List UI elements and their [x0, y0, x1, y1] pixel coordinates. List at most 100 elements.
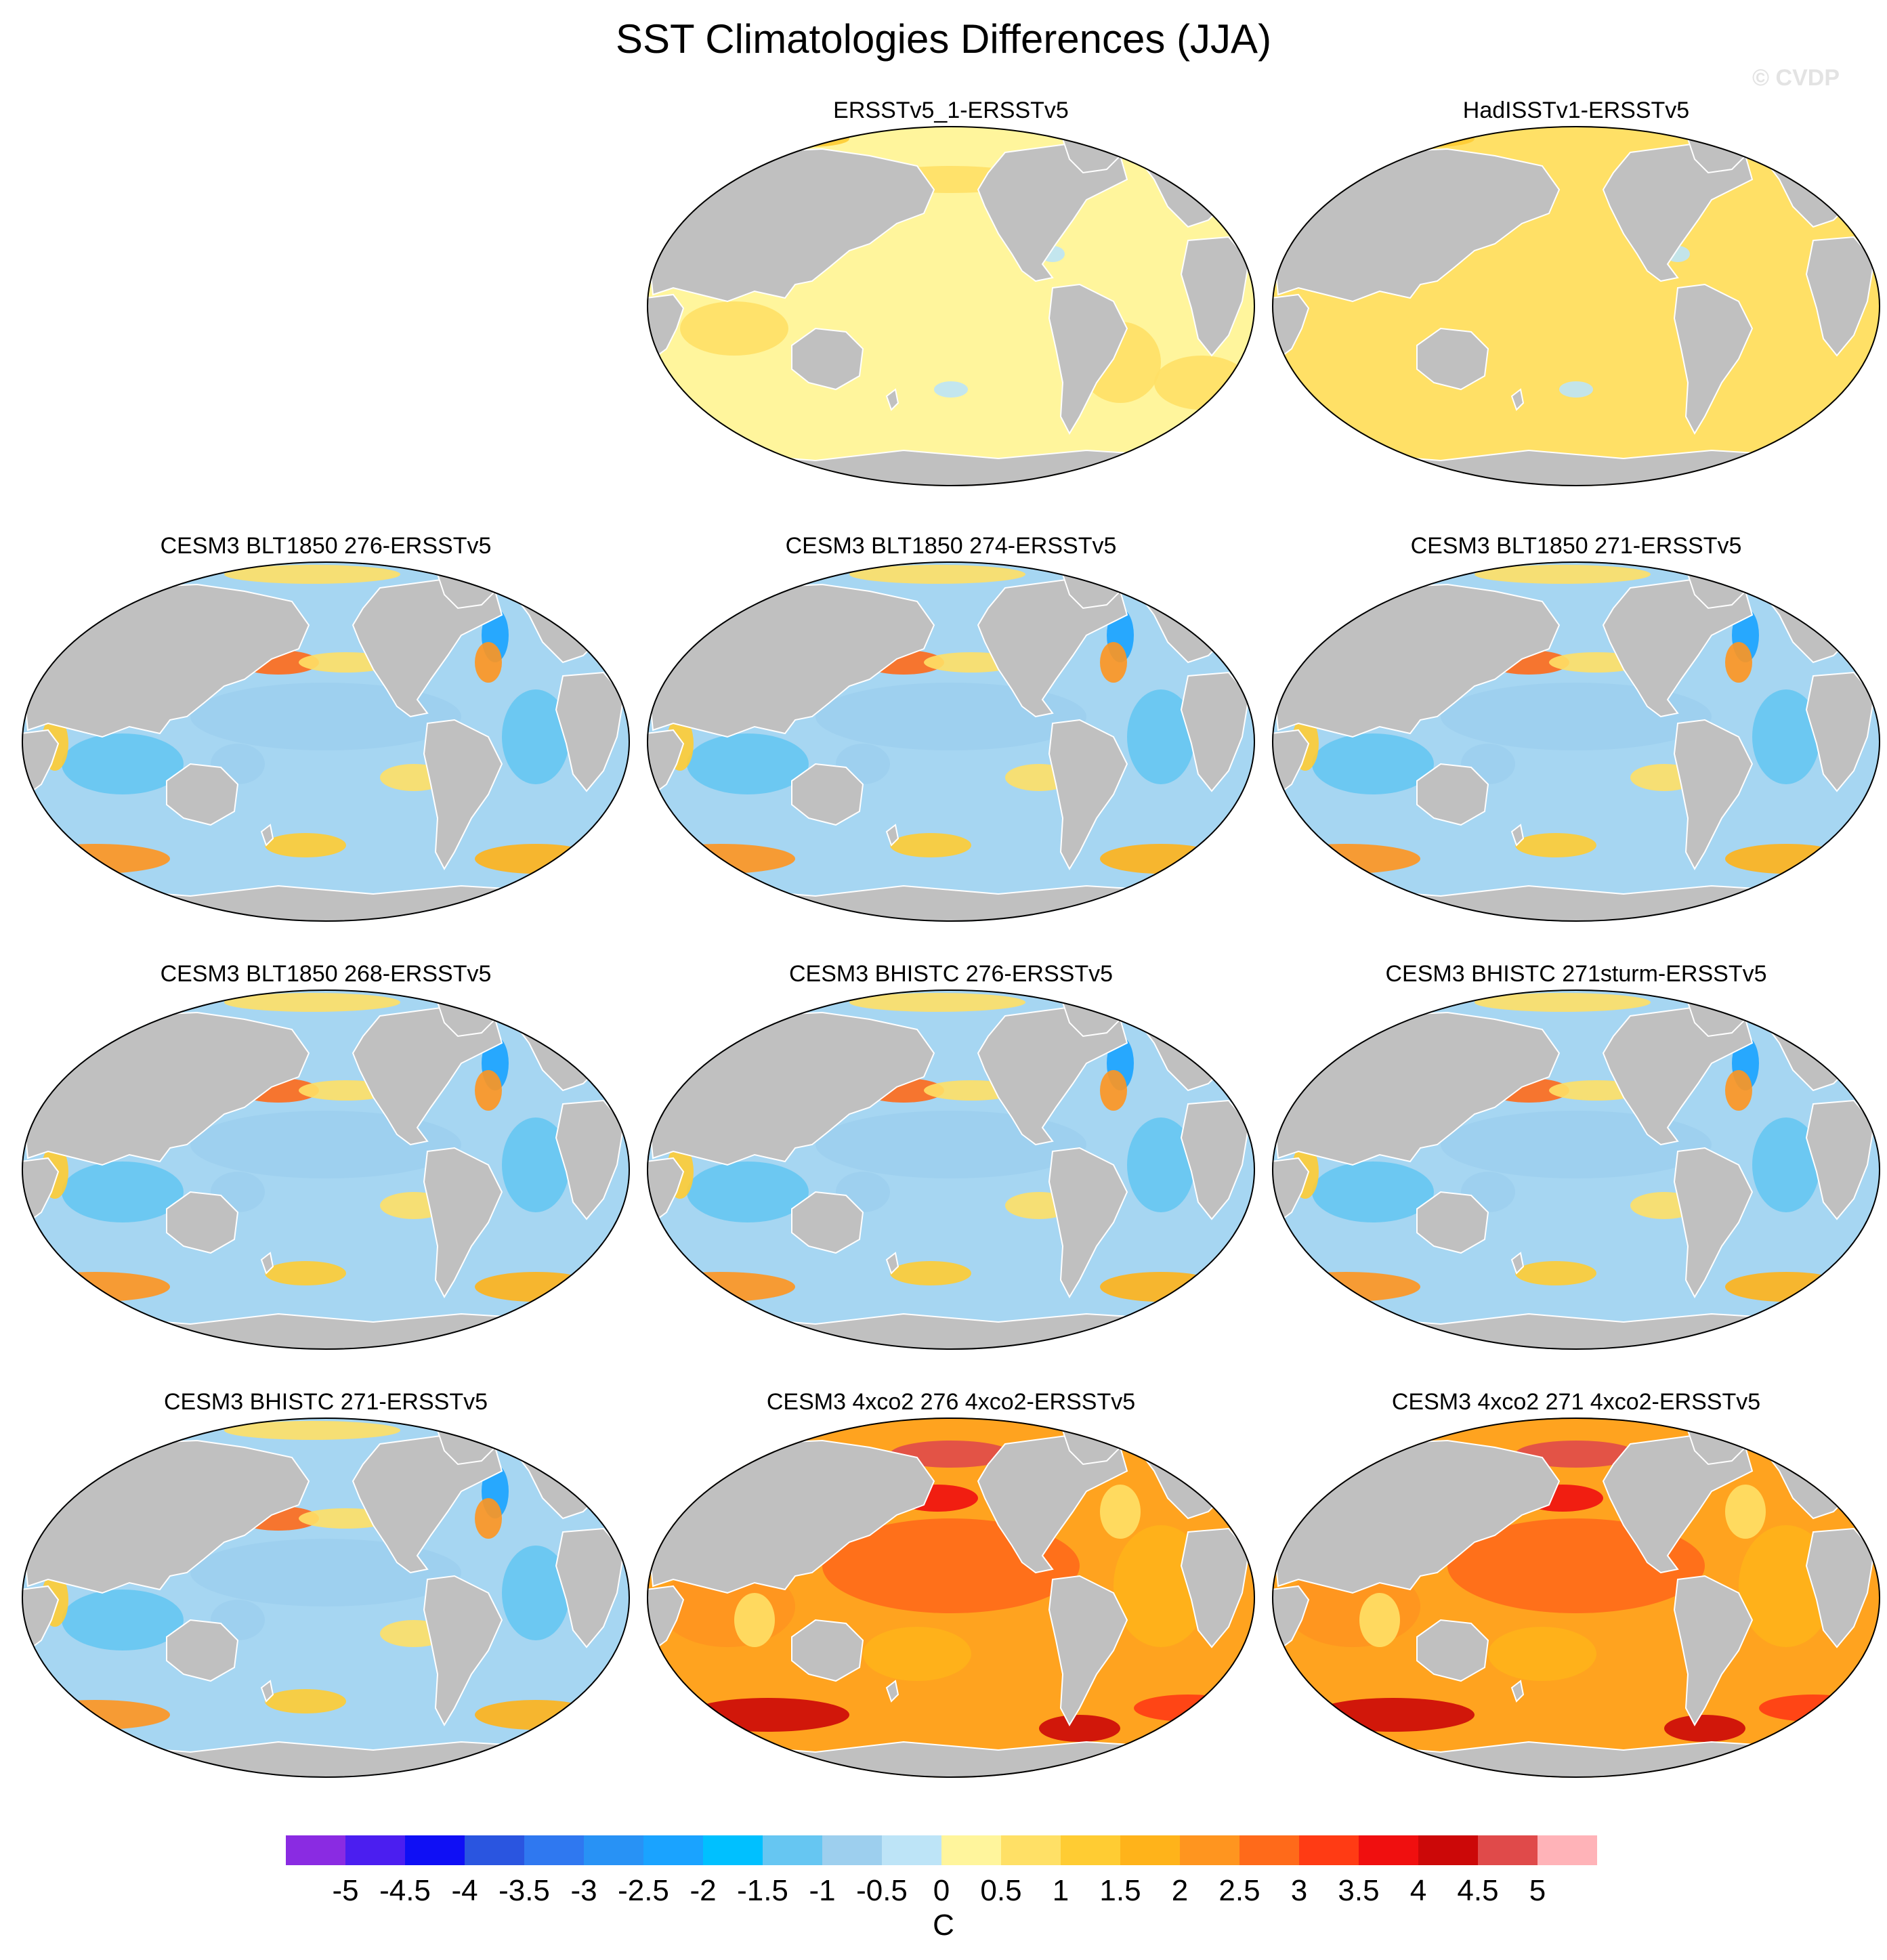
colorbar-swatch	[763, 1835, 823, 1865]
colorbar-swatch	[1180, 1835, 1240, 1865]
colorbar-tick-label: -1.5	[737, 1874, 788, 1907]
land-namerica	[352, 1006, 503, 1146]
land-samerica	[423, 1575, 503, 1727]
colorbar-swatch	[345, 1835, 406, 1865]
land-namerica	[352, 1434, 503, 1574]
land-nz	[1510, 1680, 1525, 1703]
colorbar-tick-label: 1	[1052, 1874, 1069, 1907]
map-panel: CESM3 4xco2 276 4xco2-ERSSTv5	[636, 1388, 1266, 1781]
anomaly-region	[1725, 1070, 1752, 1111]
land-antarctic	[647, 1313, 1255, 1350]
anomaly-region	[1305, 301, 1414, 356]
anomaly-region	[475, 844, 597, 874]
anomaly-region	[62, 1590, 184, 1650]
anomaly-region	[1100, 1485, 1141, 1539]
land-namerica	[1602, 1434, 1754, 1574]
land-australia	[1416, 763, 1489, 826]
anomaly-region	[1359, 1593, 1400, 1647]
anomaly-region	[62, 1162, 184, 1222]
map-outline	[647, 126, 1255, 486]
colorbar-swatch	[1239, 1835, 1300, 1865]
colorbar-tick-label: 3.5	[1338, 1874, 1380, 1907]
anomaly-region	[1725, 642, 1752, 683]
land-antarctic	[22, 885, 630, 922]
panel-title: ERSSTv5_1-ERSSTv5	[833, 98, 1069, 123]
colorbar-tick-label: 1.5	[1099, 1874, 1141, 1907]
colorbar-swatch	[1001, 1835, 1061, 1865]
sst-difference-map	[647, 989, 1255, 1350]
anomaly-region	[1515, 1441, 1637, 1468]
anomaly-region	[475, 1070, 502, 1111]
colorbar-tick-label: 3	[1290, 1874, 1308, 1907]
panel-title: CESM3 BLT1850 276-ERSSTv5	[160, 533, 492, 559]
map-panel: CESM3 4xco2 271 4xco2-ERSSTv5	[1261, 1388, 1887, 1781]
anomaly-region	[1752, 689, 1820, 784]
land-samerica	[1673, 283, 1754, 435]
anomaly-region	[890, 1441, 1012, 1468]
anomaly-region	[687, 1698, 849, 1732]
land-nz	[260, 1680, 274, 1703]
anomaly-region	[1475, 565, 1651, 584]
land-samerica	[423, 1147, 503, 1299]
colorbar-swatch	[1061, 1835, 1121, 1865]
map-panel: ERSSTv5_1-ERSSTv5	[636, 97, 1266, 490]
anomaly-region	[1100, 1070, 1127, 1111]
colorbar-tick-label: -2.5	[618, 1874, 669, 1907]
land-namerica	[977, 143, 1128, 282]
sst-difference-map	[647, 1418, 1255, 1778]
colorbar-swatch	[465, 1835, 525, 1865]
colorbar-swatch	[286, 1835, 346, 1865]
anomaly-region	[1332, 581, 1373, 595]
land-antarctic	[647, 1741, 1255, 1778]
land-australia	[166, 763, 239, 826]
anomaly-region	[82, 1437, 123, 1451]
land-namerica	[1602, 1006, 1754, 1146]
map-panel: CESM3 BLT1850 271-ERSSTv5	[1261, 532, 1887, 925]
map-outline	[22, 1418, 630, 1778]
land-australia	[1416, 1191, 1489, 1254]
land-australia	[166, 1191, 239, 1254]
anomaly-region	[1475, 993, 1651, 1012]
colorbar-swatch	[1418, 1835, 1479, 1865]
land-samerica	[1048, 283, 1128, 435]
colorbar-swatch	[1538, 1835, 1597, 1865]
colorbar-tick-label: -3.5	[499, 1874, 550, 1907]
land-namerica	[977, 578, 1128, 718]
land-namerica	[977, 1006, 1128, 1146]
anomaly-region	[1154, 356, 1249, 410]
colorbar-swatches	[286, 1835, 1597, 1865]
anomaly-region	[502, 1117, 570, 1212]
anomaly-region	[502, 689, 570, 784]
anomaly-region	[1725, 844, 1847, 874]
sst-difference-map	[22, 989, 630, 1350]
land-antarctic	[647, 885, 1255, 922]
anomaly-region	[1039, 1715, 1120, 1742]
sst-difference-map	[22, 1418, 630, 1778]
colorbar-swatch	[941, 1835, 1002, 1865]
colorbar-swatch	[643, 1835, 704, 1865]
anomaly-region	[224, 1421, 400, 1440]
land-antarctic	[1272, 449, 1880, 486]
colorbar-swatch	[524, 1835, 585, 1865]
anomaly-region	[1515, 833, 1596, 857]
colorbar-swatch	[882, 1835, 942, 1865]
land-australia	[166, 1619, 239, 1682]
anomaly-region	[1759, 1695, 1867, 1722]
map-outline	[647, 561, 1255, 922]
anomaly-region	[849, 565, 1025, 584]
land-samerica	[1673, 1575, 1754, 1727]
panel-title: CESM3 BLT1850 274-ERSSTv5	[785, 533, 1117, 559]
panel-title: HadISSTv1-ERSSTv5	[1462, 98, 1690, 123]
colorbar-tick-label: 5	[1529, 1874, 1546, 1907]
land-australia	[791, 763, 864, 826]
map-panel: CESM3 BLT1850 276-ERSSTv5	[11, 532, 641, 925]
colorbar-tick-label: -2	[690, 1874, 717, 1907]
map-outline	[22, 989, 630, 1350]
colorbar-tick-label: -5	[332, 1874, 359, 1907]
land-antarctic	[647, 449, 1255, 486]
colorbar-swatch	[1299, 1835, 1359, 1865]
colorbar-swatch	[1120, 1835, 1181, 1865]
land-nz	[1510, 1252, 1525, 1275]
anomaly-region	[1725, 1272, 1847, 1302]
anomaly-region	[82, 581, 123, 595]
